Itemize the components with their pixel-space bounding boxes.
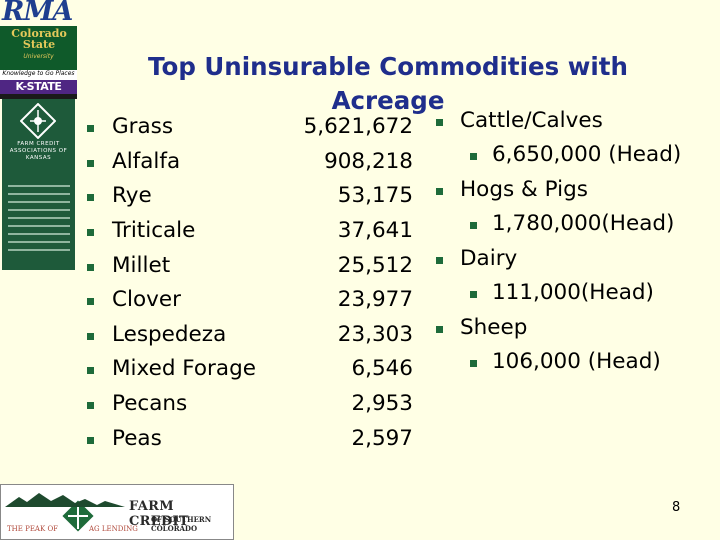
crop-acreage: 25,512 xyxy=(337,253,413,278)
kstate-tagline: Knowledge to Go Places xyxy=(0,70,77,80)
sub-bullet-icon xyxy=(470,360,477,367)
livestock-name: Hogs & Pigs xyxy=(460,177,588,202)
crop-name: Grass xyxy=(112,114,174,139)
leaf-emblem-icon xyxy=(20,103,56,139)
fcsc-tagline-a: THE PEAK OF xyxy=(7,525,59,533)
csu-logo-name: Colorado State xyxy=(11,27,67,51)
livestock-head-count: 6,650,000 (Head) xyxy=(492,142,682,167)
bullet-icon xyxy=(87,125,94,132)
csu-logo-sub: University xyxy=(23,53,54,60)
kstate-logo: K-STATE xyxy=(0,80,77,94)
crop-acreage: 53,175 xyxy=(337,183,413,208)
fcsc-tagline-b: AG LENDING xyxy=(89,525,138,533)
bullet-icon xyxy=(87,229,94,236)
bullet-icon xyxy=(436,326,443,333)
crop-acreage: 2,953 xyxy=(351,391,413,416)
bullet-icon xyxy=(87,333,94,340)
livestock-name: Cattle/Calves xyxy=(460,108,603,133)
bullet-icon xyxy=(87,264,94,271)
livestock-name: Sheep xyxy=(460,315,528,340)
fcak-contact-lines xyxy=(8,185,70,257)
bullet-icon xyxy=(436,257,443,264)
crop-acreage: 908,218 xyxy=(324,149,413,174)
fcsc-logo-name: FARM CREDIT xyxy=(129,499,189,529)
slide-title: Top Uninsurable Commodities with Acreage xyxy=(148,52,628,115)
fcsc-logo-sub: OF SOUTHERN COLORADO xyxy=(151,515,212,533)
crop-acreage: 2,597 xyxy=(351,426,413,451)
crop-name: Mixed Forage xyxy=(112,356,256,381)
crop-name: Millet xyxy=(112,253,171,278)
crop-name: Clover xyxy=(112,287,181,312)
livestock-head-count: 111,000(Head) xyxy=(492,280,654,305)
bullet-icon xyxy=(87,437,94,444)
page-number: 8 xyxy=(672,500,681,515)
sponsor-logos: RMA Colorado State University Knowledge … xyxy=(0,0,77,270)
bullet-icon xyxy=(436,188,443,195)
crop-name: Lespedeza xyxy=(112,322,227,347)
crop-name: Triticale xyxy=(112,218,196,243)
livestock-head-count: 106,000 (Head) xyxy=(492,349,661,374)
rma-logo-text: RMA xyxy=(2,0,73,27)
kstate-logo-bar xyxy=(0,94,77,99)
mountain-range-icon xyxy=(5,493,125,507)
bullet-icon xyxy=(87,402,94,409)
crop-acreage: 37,641 xyxy=(337,218,413,243)
crop-name: Peas xyxy=(112,426,162,451)
sub-bullet-icon xyxy=(470,153,477,160)
bullet-icon xyxy=(436,119,443,126)
crop-acreage: 5,621,672 xyxy=(303,114,413,139)
rma-logo: RMA xyxy=(2,0,76,27)
crop-acreage: 23,977 xyxy=(337,287,413,312)
farm-credit-southern-colorado-logo: FARM CREDIT OF SOUTHERN COLORADO THE PEA… xyxy=(0,484,234,540)
kstate-logo-text: K-STATE xyxy=(15,80,62,93)
livestock-head-count: 1,780,000(Head) xyxy=(492,211,675,236)
crop-acreage: 23,303 xyxy=(337,322,413,347)
crop-name: Pecans xyxy=(112,391,188,416)
sub-bullet-icon xyxy=(470,291,477,298)
bullet-icon xyxy=(87,194,94,201)
mountain-leaf-icon xyxy=(62,500,94,532)
colorado-state-logo: Colorado State University xyxy=(0,26,77,70)
livestock-name: Dairy xyxy=(460,246,518,271)
fcak-logo-title: FARM CREDIT ASSOCIATIONS OF KANSAS xyxy=(9,141,68,161)
crop-acreage: 6,546 xyxy=(351,356,413,381)
sub-bullet-icon xyxy=(470,222,477,229)
farm-credit-kansas-logo: FARM CREDIT ASSOCIATIONS OF KANSAS xyxy=(2,99,75,270)
bullet-icon xyxy=(87,298,94,305)
bullet-icon xyxy=(87,367,94,374)
crop-name: Rye xyxy=(112,183,152,208)
crop-name: Alfalfa xyxy=(112,149,181,174)
bullet-icon xyxy=(87,160,94,167)
